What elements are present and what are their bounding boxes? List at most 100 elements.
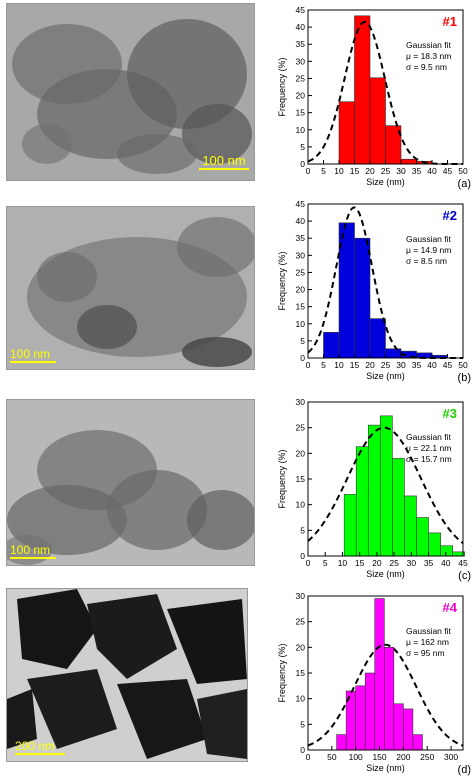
y-tick-label: 5 (300, 719, 305, 729)
y-axis-label: Frequency (%) (277, 449, 287, 508)
tem-image-c: 100 nm (6, 399, 255, 566)
y-tick-label: 5 (300, 142, 305, 152)
panel-label: (c) (458, 570, 471, 582)
y-tick-label: 20 (296, 448, 306, 458)
y-tick-label: 45 (296, 5, 306, 15)
x-tick-label: 150 (372, 752, 386, 762)
sample-label: #4 (443, 600, 458, 615)
x-tick-label: 15 (350, 166, 360, 176)
y-tick-label: 15 (296, 108, 306, 118)
y-tick-label: 10 (296, 694, 306, 704)
x-tick-label: 10 (334, 360, 344, 370)
y-tick-label: 35 (296, 233, 306, 243)
y-tick-label: 25 (296, 423, 306, 433)
x-tick-label: 30 (407, 558, 417, 568)
scale-bar-b: 100 nm (10, 347, 56, 363)
bar (380, 415, 393, 557)
x-tick-label: 35 (424, 558, 434, 568)
y-tick-label: 0 (300, 551, 305, 561)
bar (367, 424, 381, 557)
y-axis-label: Frequency (%) (277, 57, 287, 116)
y-tick-label: 5 (300, 336, 305, 346)
bar (440, 545, 453, 557)
scale-bar-label-d: 200 nm (15, 739, 56, 753)
x-tick-label: 100 (349, 752, 363, 762)
fit-mu: μ = 18.3 nm (406, 51, 451, 61)
bar (412, 734, 423, 751)
x-tick-label: 30 (396, 166, 406, 176)
fit-title: Gaussian fit (406, 234, 452, 244)
scale-bar-line-a (199, 168, 249, 170)
bar (355, 446, 369, 557)
x-tick-label: 20 (365, 166, 375, 176)
sample-label: #2 (443, 208, 457, 223)
y-tick-label: 20 (296, 642, 306, 652)
x-tick-label: 300 (444, 752, 458, 762)
gaussian-fit-curve (307, 426, 464, 544)
x-tick-label: 40 (427, 360, 437, 370)
panel-c: 100 nm 0 5 10 15 20 25 30 35 40 45 0 5 10 15 20 25 30 Siz… (0, 392, 474, 588)
bar (403, 708, 414, 751)
fit-title: Gaussian fit (406, 626, 452, 636)
scale-bar-line-c (10, 557, 56, 559)
bar (428, 532, 441, 557)
x-tick-label: 10 (338, 558, 348, 568)
x-tick-label: 35 (412, 360, 422, 370)
y-tick-label: 30 (296, 250, 306, 260)
fit-mu: μ = 14.9 nm (406, 245, 451, 255)
y-tick-label: 40 (296, 216, 306, 226)
bar (323, 332, 340, 359)
scale-bar-line-b (10, 361, 56, 363)
x-tick-label: 45 (443, 166, 453, 176)
x-tick-label: 5 (323, 558, 328, 568)
y-tick-label: 30 (296, 591, 306, 601)
panel-d: 200 nm 0 50 100 150 200 250 300 0 5 10 15 20 25 30 Siz… (0, 588, 474, 784)
x-tick-label: 250 (420, 752, 434, 762)
bar (400, 158, 417, 165)
x-axis-label: Size (nm) (366, 371, 405, 381)
fit-mu: μ = 22.1 nm (406, 443, 451, 453)
x-tick-label: 50 (458, 166, 468, 176)
x-axis-label: Size (nm) (366, 569, 405, 579)
x-tick-label: 45 (443, 360, 453, 370)
gaussian-fit-curve (307, 643, 464, 747)
y-tick-label: 35 (296, 39, 306, 49)
y-tick-label: 15 (296, 474, 306, 484)
x-tick-label: 40 (441, 558, 451, 568)
y-tick-label: 40 (296, 22, 306, 32)
y-tick-label: 45 (296, 199, 306, 209)
y-tick-label: 25 (296, 617, 306, 627)
y-tick-label: 30 (296, 56, 306, 66)
bar (393, 703, 404, 751)
histogram-d: 0 50 100 150 200 250 300 0 5 10 15 20 25 30 Size (nm) F… (277, 591, 471, 776)
x-tick-label: 5 (321, 360, 326, 370)
bar (384, 647, 395, 751)
bar (416, 517, 429, 557)
x-tick-label: 35 (412, 166, 422, 176)
bar (343, 494, 357, 557)
histogram-b: 0 5 10 15 20 25 30 35 40 45 50051015202530354045Si… (277, 199, 471, 384)
bar (392, 458, 405, 557)
fit-mu: μ = 162 nm (406, 637, 449, 647)
fit-sigma: σ = 8.5 nm (406, 256, 447, 266)
fit-title: Gaussian fit (406, 432, 452, 442)
panel-a: 100 nm 0 5 10 15 20 25 30 35 40 45 50 0 5 10 15 20 25 30 3… (0, 0, 474, 196)
x-tick-label: 50 (327, 752, 337, 762)
x-tick-label: 30 (396, 360, 406, 370)
x-tick-label: 20 (365, 360, 375, 370)
y-tick-label: 30 (296, 397, 306, 407)
sample-label: #3 (443, 406, 457, 421)
y-tick-label: 0 (300, 353, 305, 363)
fit-sigma: σ = 9.5 nm (406, 62, 447, 72)
y-axis-label: Frequency (%) (277, 643, 287, 702)
x-tick-label: 25 (381, 166, 391, 176)
bar (369, 77, 386, 165)
bar (338, 101, 355, 165)
x-tick-label: 0 (306, 360, 311, 370)
x-tick-label: 45 (458, 558, 468, 568)
y-tick-label: 0 (300, 745, 305, 755)
y-tick-label: 10 (296, 125, 306, 135)
fit-sigma: σ = 95 nm (406, 648, 445, 658)
scale-bar-d: 200 nm (15, 739, 65, 755)
